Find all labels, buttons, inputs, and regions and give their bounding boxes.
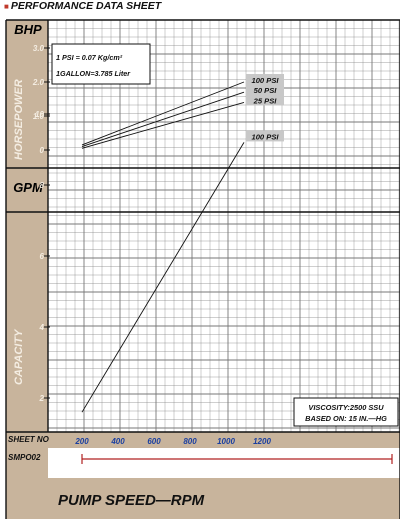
x-tick-label: 400 bbox=[110, 437, 125, 446]
bullet-icon: ■ bbox=[4, 2, 9, 11]
horsepower-line bbox=[81, 81, 245, 146]
frame bbox=[5, 19, 400, 519]
capacity-tick-label: 4 bbox=[39, 323, 45, 332]
horsepower-line bbox=[81, 101, 245, 149]
vacuum-note: BASED ON: 15 IN.—HG bbox=[305, 414, 387, 423]
capacity-line bbox=[81, 142, 245, 413]
capacity-series: 100 PSI bbox=[81, 130, 284, 413]
x-tick-label: 1200 bbox=[253, 437, 271, 446]
horsepower-series-label-bg bbox=[246, 94, 284, 106]
performance-chart: BHP GPM HORSEPOWER CAPACITY 3.0 2.0 1.0 0 1… bbox=[0, 16, 400, 519]
horsepower-line bbox=[81, 91, 245, 148]
viscosity-note: VISCOSITY:2500 SSU bbox=[308, 403, 384, 412]
horsepower-series-label: 50 PSI bbox=[254, 86, 278, 95]
horsepower-series-label-bg bbox=[246, 84, 284, 96]
capacity-series-label: 100 PSI bbox=[251, 132, 279, 141]
gpm-label: GPM bbox=[13, 180, 44, 195]
x-tick-label: 1000 bbox=[217, 437, 235, 446]
capacity-y-ticks: 10 8 6 4 2 bbox=[35, 110, 50, 403]
footer-strip-axis bbox=[48, 448, 400, 478]
horsepower-axis-title: HORSEPOWER bbox=[13, 79, 25, 160]
capacity-series-label-bg bbox=[246, 130, 284, 142]
capacity-axis-title: CAPACITY bbox=[13, 328, 25, 385]
left-panel bbox=[6, 20, 48, 432]
sheet-title-text: PERFORMANCE DATA SHEET bbox=[10, 0, 162, 12]
sheet-no-label: SHEET NO bbox=[8, 435, 50, 444]
x-tick-label: 800 bbox=[183, 437, 197, 446]
capacity-tick-label: 6 bbox=[40, 252, 45, 261]
gallon-conversion-note: 1GALLON=3.785 Liter bbox=[56, 69, 131, 78]
bhp-label: BHP bbox=[14, 22, 42, 37]
horsepower-y-ticks: 3.0 2.0 1.0 0 bbox=[32, 44, 50, 155]
footer-strip-upper bbox=[48, 432, 400, 448]
horsepower-tick-label: 0 bbox=[40, 146, 45, 155]
sheet-title: ■ PERFORMANCE DATA SHEET bbox=[4, 0, 161, 12]
x-tick-label: 200 bbox=[74, 437, 89, 446]
horsepower-series-label-bg bbox=[246, 74, 284, 85]
sheet-no-value: SMPO02 bbox=[8, 453, 41, 462]
capacity-tick-label: 8 bbox=[40, 181, 45, 190]
capacity-tick-label: 2 bbox=[39, 394, 45, 403]
horsepower-series-label: 100 PSI bbox=[251, 76, 279, 85]
horsepower-tick-label: 2.0 bbox=[32, 78, 45, 87]
horsepower-tick-label: 1.0 bbox=[33, 112, 45, 121]
horsepower-tick-label: 3.0 bbox=[33, 44, 45, 53]
horsepower-series-label: 25 PSI bbox=[253, 96, 278, 105]
pump-speed-title: PUMP SPEED—RPM bbox=[58, 492, 205, 509]
capacity-tick-label: 10 bbox=[35, 110, 44, 119]
x-ticks: 200 400 600 800 1000 1200 bbox=[74, 437, 271, 446]
conversion-notes-box bbox=[51, 43, 151, 85]
psi-conversion-note: 1 PSI = 0.07 Kg/cm² bbox=[56, 53, 123, 62]
viscosity-box bbox=[293, 397, 399, 427]
x-tick-label: 600 bbox=[147, 437, 161, 446]
